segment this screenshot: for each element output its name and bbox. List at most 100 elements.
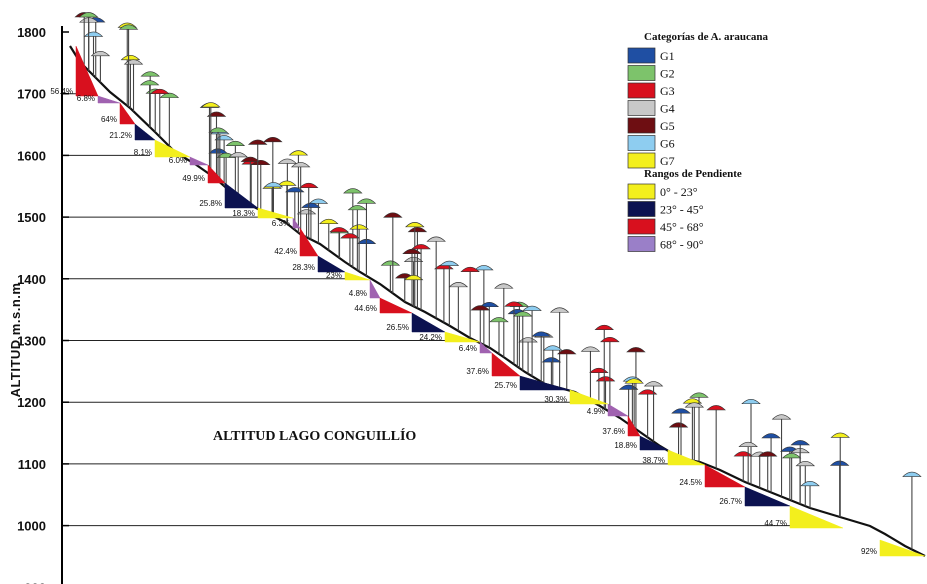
slope-percent-label: 44.6%: [354, 304, 377, 313]
legend-category-swatch: [627, 47, 656, 64]
tree-crown: [290, 162, 311, 168]
slope-segment: [519, 375, 571, 391]
legend-category-swatch: [627, 152, 656, 169]
tree-crown: [479, 301, 500, 308]
terrain-line: [69, 45, 926, 557]
tree-crown: [356, 198, 377, 204]
tree-crown: [140, 71, 160, 77]
slope-percent-label: 26.7%: [719, 497, 742, 506]
tree-crown: [618, 384, 639, 390]
slope-percent-label: 21.2%: [109, 131, 132, 140]
tree-crown: [208, 127, 228, 133]
slope-segment: [704, 464, 746, 488]
legend-category-swatch: [627, 100, 656, 116]
legend-slope-swatch: [627, 201, 656, 217]
tree-crown: [474, 265, 494, 271]
legend-slope-label: 23° - 45°: [660, 203, 704, 217]
tree-crown: [347, 205, 368, 211]
slope-percent-label: 6.3%: [272, 219, 290, 228]
tree-crown: [513, 311, 533, 317]
tree-crown: [795, 461, 816, 467]
slope-percent-label: 6.8%: [77, 94, 95, 103]
legend-category-label: G4: [660, 102, 675, 116]
tree-crown: [761, 433, 781, 439]
tree-crown: [594, 324, 614, 330]
slope-percent-label: 18.3%: [232, 209, 255, 218]
slope-percent-label: 25.8%: [199, 199, 222, 208]
tree-crown: [426, 236, 446, 242]
tree-crown: [340, 233, 360, 239]
tree-crown: [682, 398, 703, 404]
tree-crown: [600, 336, 620, 343]
slope-segment: [317, 255, 346, 273]
slope-segment: [639, 435, 669, 451]
slope-segment: [607, 403, 629, 417]
tree-crown: [90, 51, 111, 57]
tree-crown: [771, 414, 792, 420]
tree-crown: [518, 337, 538, 343]
tree-crown: [531, 331, 551, 337]
tree-crown: [403, 274, 424, 281]
slope-segment: [292, 217, 301, 229]
tree-crown: [383, 212, 403, 218]
tree-crown: [741, 398, 761, 405]
tree-crown: [277, 158, 298, 164]
legend-slope-swatch: [627, 218, 656, 235]
tree-crown: [790, 440, 810, 446]
tree-crown: [403, 256, 424, 262]
tree-crown: [120, 54, 141, 61]
tree-crown: [263, 137, 283, 143]
legend-category-label: G1: [660, 49, 675, 63]
tree-crown: [460, 266, 480, 272]
slope-segment: [154, 139, 191, 158]
tree-crown: [706, 405, 726, 411]
tree-crown: [308, 198, 329, 204]
y-tick-label: 1000: [17, 519, 46, 534]
slope-percent-label: 30.3%: [544, 395, 567, 404]
y-tick-label: 1400: [17, 272, 46, 287]
slope-percent-label: 6.0%: [169, 156, 187, 165]
legend: Categorías de A. araucana G1 G2 G3 G4 G5 G6 G7…: [627, 31, 769, 252]
slope-percent-label: 24.2%: [419, 333, 442, 342]
tree-crown: [689, 392, 709, 398]
y-tick-label: 1300: [17, 334, 46, 349]
tree-crown: [263, 182, 284, 188]
slope-percent-label: 8.1%: [134, 148, 152, 157]
slope-segment: [299, 227, 319, 257]
slope-percent-label: 49.9%: [182, 174, 205, 183]
slope-percent-label: 25.7%: [494, 381, 517, 390]
tree-crown: [800, 481, 820, 487]
slope-segment: [479, 341, 493, 354]
legend-category-swatch: [627, 82, 656, 99]
tree-crown: [277, 180, 297, 186]
y-tick-label: 1700: [17, 87, 46, 102]
tree-crown: [671, 408, 691, 414]
tree-crown: [541, 357, 562, 363]
tree-crown: [580, 346, 601, 352]
tree-crown: [206, 111, 227, 117]
tree-crown: [543, 345, 563, 351]
tree-crown: [448, 282, 469, 288]
slope-percent-label: 26.5%: [386, 323, 409, 332]
araucaria-trees: [74, 12, 922, 550]
tree-crown: [247, 139, 268, 145]
tree-crown: [589, 367, 609, 373]
tree-crown: [549, 307, 570, 313]
altitude-gridlines: [62, 93, 793, 527]
lake-altitude-label: ALTITUD LAGO CONGUILLÍO: [213, 427, 416, 444]
slope-percent-label: 42.4%: [274, 247, 297, 256]
y-tick-label: 1200: [17, 395, 46, 410]
tree-crown: [830, 432, 850, 438]
tree-crown: [405, 222, 425, 228]
tree-crown: [301, 202, 321, 208]
legend-slopes-title: Rangos de Pendiente: [644, 168, 742, 180]
legend-category-label: G7: [660, 154, 675, 168]
slope-segment: [879, 539, 926, 557]
tree-crown: [150, 88, 170, 94]
tree-crown: [829, 460, 850, 466]
slope-segment: [744, 486, 791, 507]
legend-category-label: G5: [660, 119, 675, 133]
tree-crown: [684, 402, 705, 408]
tree-crown: [329, 227, 349, 233]
